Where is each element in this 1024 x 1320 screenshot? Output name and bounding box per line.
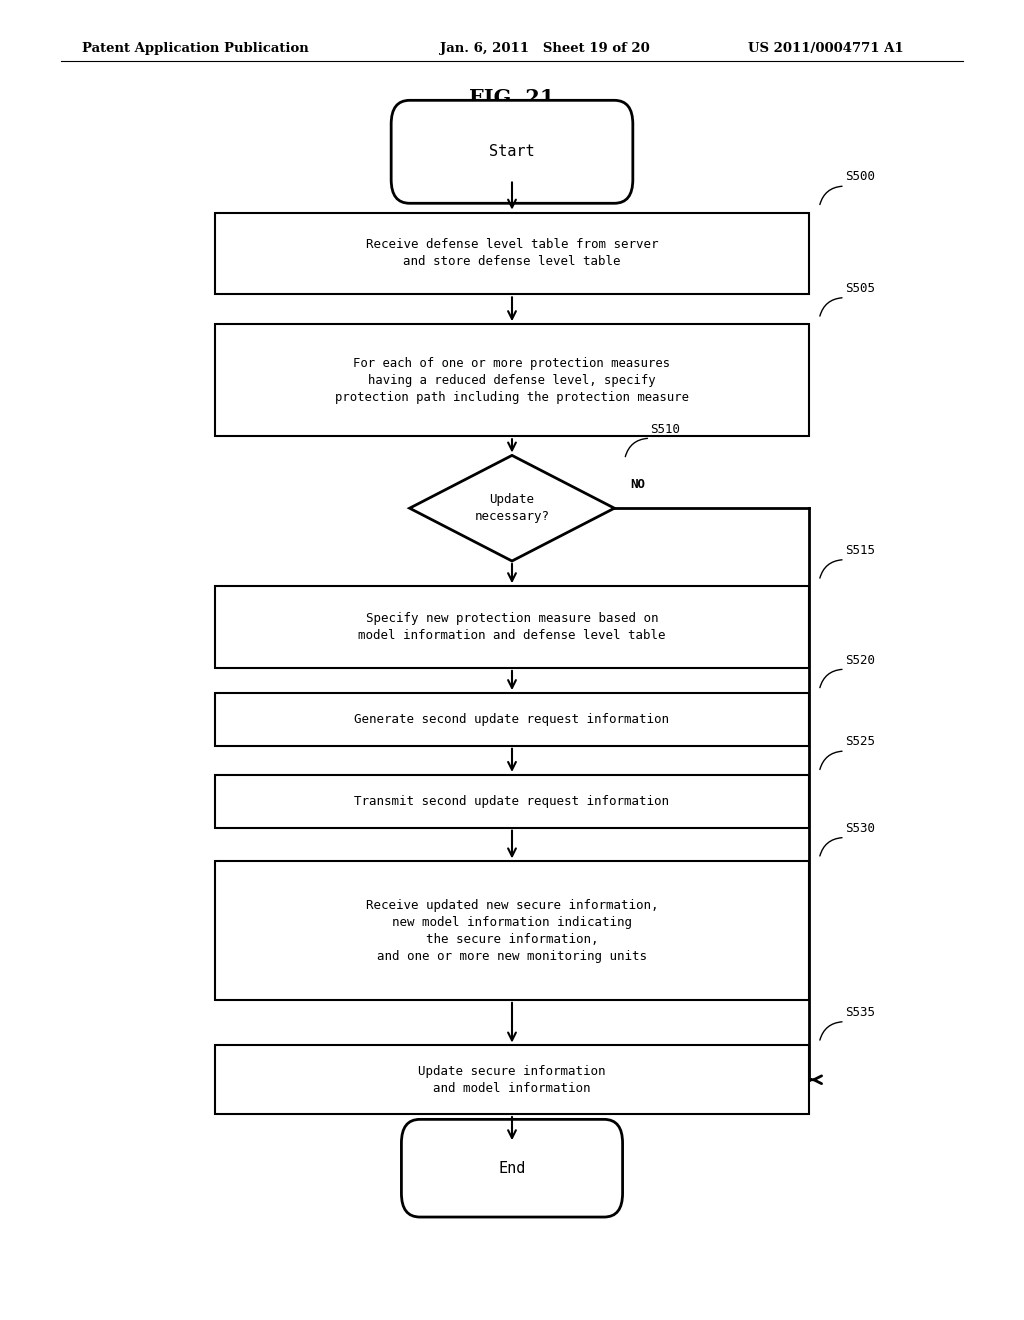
Text: NO: NO [630, 478, 645, 491]
Text: Update
necessary?: Update necessary? [474, 494, 550, 523]
Text: S515: S515 [845, 544, 874, 557]
Text: Receive updated new secure information,
new model information indicating
the sec: Receive updated new secure information, … [366, 899, 658, 962]
FancyBboxPatch shape [215, 586, 809, 668]
Text: Specify new protection measure based on
model information and defense level tabl: Specify new protection measure based on … [358, 612, 666, 642]
Text: Patent Application Publication: Patent Application Publication [82, 42, 308, 55]
FancyBboxPatch shape [215, 325, 809, 436]
Text: S530: S530 [845, 822, 874, 836]
Text: Generate second update request information: Generate second update request informati… [354, 713, 670, 726]
FancyBboxPatch shape [391, 100, 633, 203]
Text: Receive defense level table from server
and store defense level table: Receive defense level table from server … [366, 239, 658, 268]
Text: Jan. 6, 2011   Sheet 19 of 20: Jan. 6, 2011 Sheet 19 of 20 [440, 42, 650, 55]
FancyBboxPatch shape [215, 693, 809, 746]
Text: S520: S520 [845, 653, 874, 667]
Text: US 2011/0004771 A1: US 2011/0004771 A1 [748, 42, 903, 55]
Text: S535: S535 [845, 1006, 874, 1019]
FancyBboxPatch shape [215, 862, 809, 1001]
Text: FIG. 21: FIG. 21 [469, 87, 555, 108]
Polygon shape [410, 455, 614, 561]
FancyBboxPatch shape [215, 1045, 809, 1114]
Text: For each of one or more protection measures
having a reduced defense level, spec: For each of one or more protection measu… [335, 356, 689, 404]
FancyBboxPatch shape [215, 213, 809, 294]
Text: S525: S525 [845, 735, 874, 748]
Text: YES: YES [439, 585, 462, 598]
Text: S510: S510 [650, 422, 680, 436]
Text: Update secure information
and model information: Update secure information and model info… [418, 1065, 606, 1094]
Text: Transmit second update request information: Transmit second update request informati… [354, 795, 670, 808]
Text: End: End [499, 1160, 525, 1176]
Text: Start: Start [489, 144, 535, 160]
Text: S500: S500 [845, 170, 874, 183]
FancyBboxPatch shape [401, 1119, 623, 1217]
FancyBboxPatch shape [215, 775, 809, 828]
Text: S505: S505 [845, 282, 874, 296]
